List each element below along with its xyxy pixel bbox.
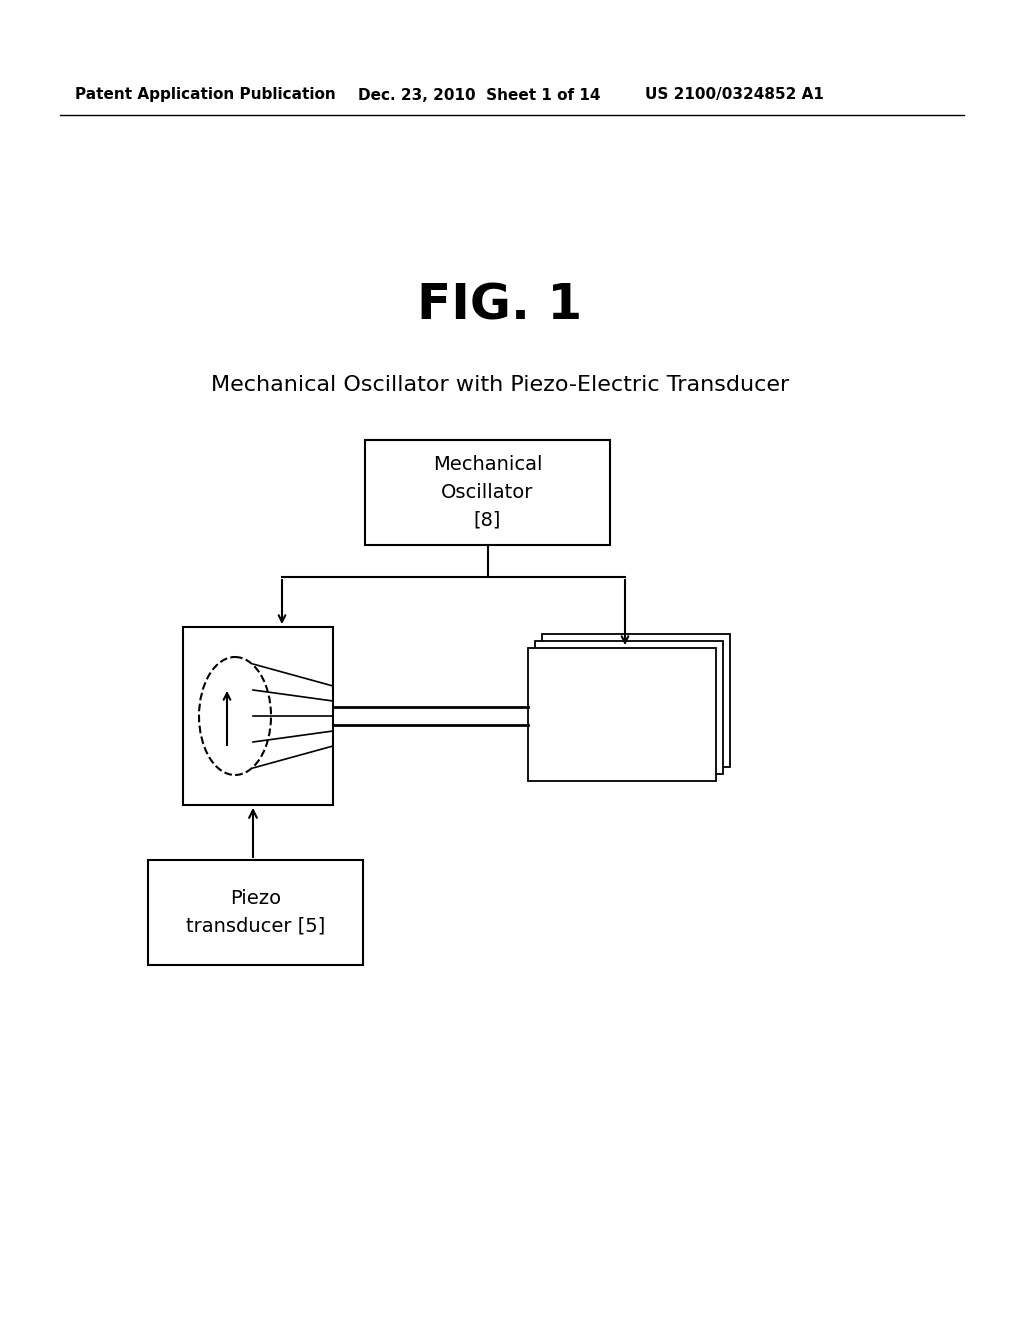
Text: Patent Application Publication: Patent Application Publication [75, 87, 336, 103]
Text: FIG. 1: FIG. 1 [418, 281, 583, 329]
Bar [535, 642, 723, 774]
Bar [528, 648, 716, 781]
Bar [148, 861, 362, 965]
Bar [542, 634, 730, 767]
Bar [183, 627, 333, 805]
Text: US 2100/0324852 A1: US 2100/0324852 A1 [645, 87, 824, 103]
Bar [365, 440, 610, 545]
Text: Mechanical
Oscillator
[8]: Mechanical Oscillator [8] [433, 455, 543, 531]
Text: Dec. 23, 2010  Sheet 1 of 14: Dec. 23, 2010 Sheet 1 of 14 [358, 87, 600, 103]
Text: Mechanical Oscillator with Piezo-Electric Transducer: Mechanical Oscillator with Piezo-Electri… [211, 375, 790, 395]
Text: Piezo
transducer [5]: Piezo transducer [5] [186, 888, 326, 936]
